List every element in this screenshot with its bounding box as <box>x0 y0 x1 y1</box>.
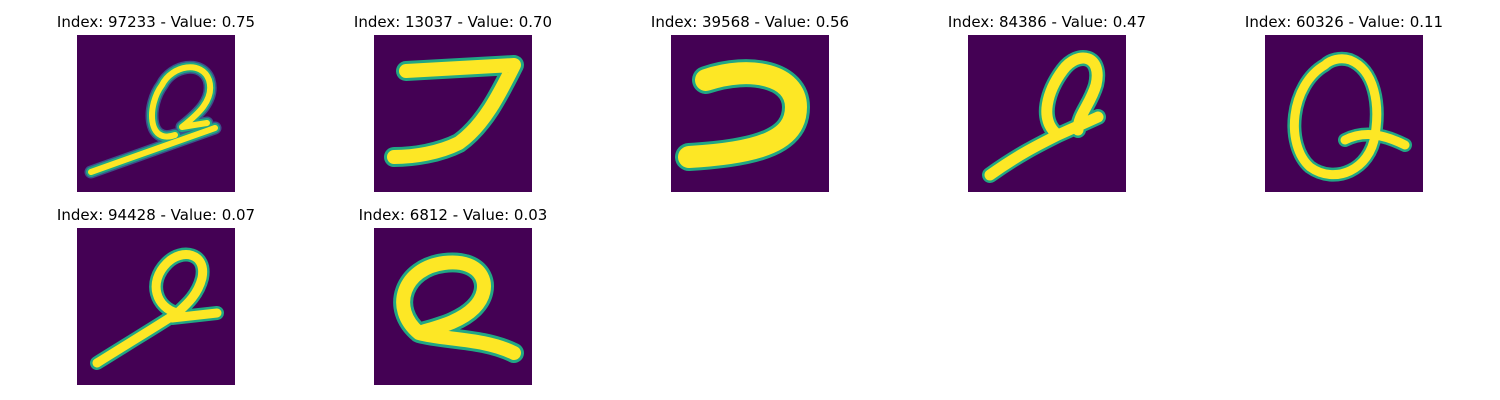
panel-title: Index: 13037 - Value: 0.70 <box>353 13 553 31</box>
panel-title: Index: 6812 - Value: 0.03 <box>358 206 548 224</box>
digit-image <box>77 228 235 385</box>
digit-image <box>374 35 532 192</box>
digit-image <box>1265 35 1423 192</box>
panel-title: Index: 60326 - Value: 0.11 <box>1244 13 1444 31</box>
digit-image <box>374 228 532 385</box>
digit-image <box>671 35 829 192</box>
digit-image <box>968 35 1126 192</box>
panel-title: Index: 94428 - Value: 0.07 <box>56 206 256 224</box>
panel-title: Index: 97233 - Value: 0.75 <box>56 13 256 31</box>
panel-title: Index: 84386 - Value: 0.47 <box>947 13 1147 31</box>
digit-image <box>77 35 235 192</box>
panel-title: Index: 39568 - Value: 0.56 <box>650 13 850 31</box>
